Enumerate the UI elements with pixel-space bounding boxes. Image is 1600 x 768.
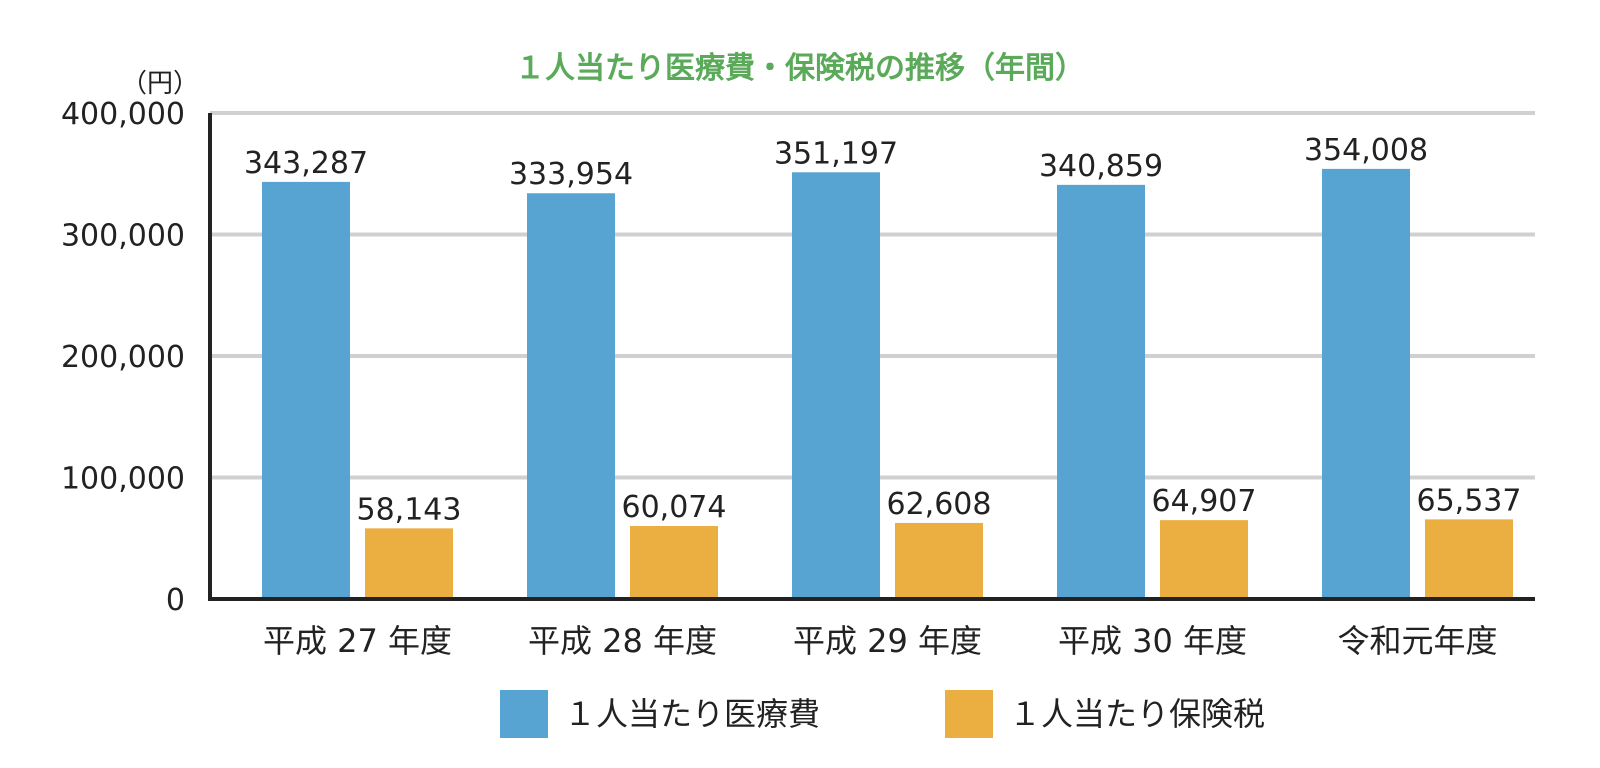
data-label-tax: 64,907	[1152, 484, 1257, 519]
data-label-tax: 58,143	[357, 492, 462, 527]
bar-tax	[1425, 519, 1513, 599]
y-tick-label: 100,000	[61, 462, 185, 497]
x-tick-label: 平成 30 年度	[1058, 622, 1247, 660]
data-label-medical: 333,954	[509, 157, 633, 192]
x-axis-ticks: 平成 27 年度 平成 28 年度 平成 29 年度 平成 30 年度 令和元年度	[263, 622, 1498, 660]
y-axis-unit-label: （円）	[121, 69, 199, 99]
bars	[262, 168, 1513, 599]
legend-label-medical: １人当たり医療費	[564, 695, 820, 733]
bar-medical	[527, 193, 615, 599]
bar-tax	[1160, 520, 1248, 599]
bar-medical	[1322, 168, 1410, 599]
legend-swatch-medical	[500, 690, 548, 738]
legend-swatch-tax	[945, 690, 993, 738]
bar-medical	[1057, 184, 1145, 599]
y-tick-label: 200,000	[61, 340, 185, 375]
data-label-medical: 351,197	[774, 136, 898, 171]
legend-label-tax: １人当たり保険税	[1009, 695, 1265, 733]
x-tick-label: 平成 29 年度	[793, 622, 982, 660]
y-tick-label: 0	[166, 583, 185, 618]
data-label-medical: 340,859	[1039, 149, 1163, 184]
x-tick-label: 平成 27 年度	[263, 622, 452, 660]
bar-tax	[630, 526, 718, 599]
y-tick-label: 400,000	[61, 97, 185, 132]
bar-tax	[895, 522, 983, 599]
data-labels: 343,287 58,143 333,954 60,074 351,197 62,608 3…	[244, 133, 1522, 527]
bar-tax	[365, 528, 453, 599]
chart-title: １人当たり医療費・保険税の推移（年間）	[515, 51, 1085, 86]
data-label-medical: 354,008	[1304, 133, 1428, 168]
legend: １人当たり医療費 １人当たり保険税	[500, 690, 1265, 738]
data-label-tax: 60,074	[622, 490, 727, 525]
bar-medical	[262, 181, 350, 599]
y-tick-label: 300,000	[61, 219, 185, 254]
data-label-tax: 65,537	[1417, 483, 1522, 518]
y-axis-ticks: 0 100,000 200,000 300,000 400,000	[61, 97, 185, 618]
data-label-medical: 343,287	[244, 146, 368, 181]
data-label-tax: 62,608	[887, 487, 992, 522]
x-tick-label: 令和元年度	[1337, 622, 1497, 660]
bar-medical	[792, 172, 880, 599]
x-tick-label: 平成 28 年度	[528, 622, 717, 660]
